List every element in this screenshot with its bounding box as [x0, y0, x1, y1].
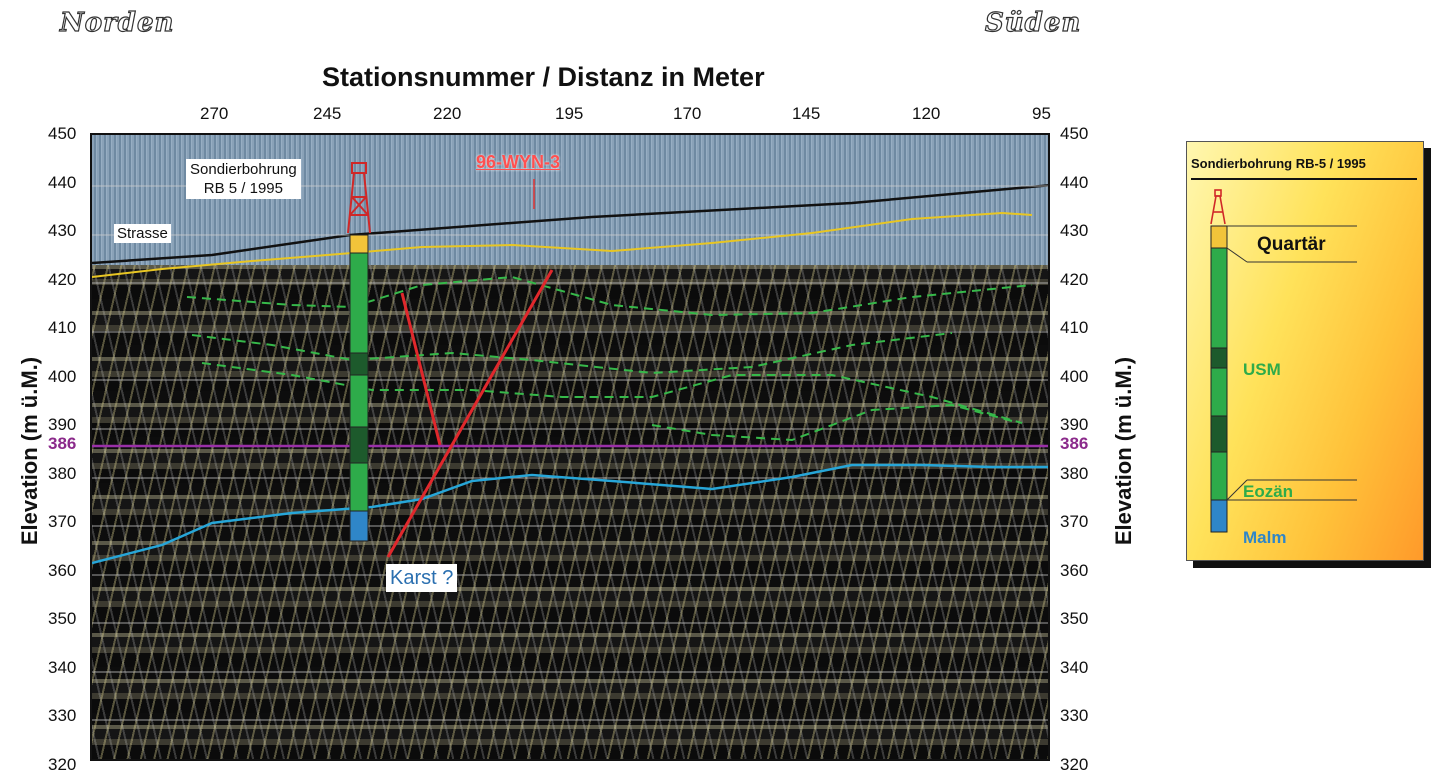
y-tick-right: 320 — [1060, 754, 1089, 774]
y-tick-left: 350 — [48, 609, 77, 628]
borehole-column — [349, 234, 369, 542]
borehole-legend: Sondierbohrung RB-5 / 1995 Quartär USM E… — [1186, 141, 1424, 561]
usm-horizons — [186, 275, 1033, 442]
y-axis-label-right: Elevation (m ü.M.) — [1111, 356, 1136, 546]
x-tick: 120 — [912, 104, 941, 123]
y-tick-386-left: 386 — [48, 434, 77, 454]
legend-unit-usm: USM — [1243, 360, 1281, 379]
y-tick-right: 360 — [1060, 560, 1089, 580]
y-tick-left: 410 — [48, 318, 77, 337]
legend-unit-quartaer: Quartär — [1257, 234, 1326, 255]
quaternary-base-horizon — [92, 211, 1033, 278]
legend-column — [1210, 189, 1357, 533]
y-tick-left: 370 — [48, 512, 77, 531]
y-tick-right: 370 — [1060, 512, 1089, 531]
y-tick-right: 380 — [1060, 463, 1089, 483]
borehole-label: Sondierbohrung RB 5 / 1995 — [186, 159, 301, 199]
legend-rig-icon — [1210, 189, 1226, 225]
y-tick-right: 440 — [1060, 172, 1089, 192]
karst-label: Karst ? — [386, 564, 458, 592]
direction-north-label: Norden — [59, 7, 175, 38]
seismic-line-label: 96-WYN-3 — [476, 152, 561, 172]
y-tick-right: 340 — [1060, 657, 1089, 677]
y-tick-right: 400 — [1060, 366, 1089, 386]
y-tick-right: 330 — [1060, 706, 1089, 725]
y-tick-right: 420 — [1060, 269, 1089, 289]
x-tick: 220 — [433, 104, 462, 123]
elevation-gridlines — [92, 185, 1048, 721]
y-tick-right: 410 — [1060, 318, 1089, 337]
y-tick-left: 420 — [48, 269, 77, 289]
drilling-rig-icon — [347, 162, 371, 234]
y-tick-left: 400 — [48, 366, 77, 386]
legend-title-rule — [1191, 178, 1417, 180]
y-tick-right: 450 — [1060, 124, 1089, 143]
x-tick: 170 — [673, 104, 702, 123]
legend-unit-malm: Malm — [1243, 528, 1287, 547]
fault-line-2 — [386, 269, 554, 558]
y-tick-left: 360 — [48, 560, 77, 580]
seismic-section — [90, 133, 1050, 761]
x-tick: 195 — [555, 104, 584, 123]
malm-top-reflector — [92, 463, 1048, 565]
x-tick: 270 — [200, 104, 229, 123]
y-tick-left: 450 — [48, 124, 77, 143]
y-tick-right: 430 — [1060, 221, 1089, 240]
y-tick-right: 350 — [1060, 609, 1089, 628]
direction-south-label: Süden — [984, 7, 1082, 38]
fault-line-1 — [400, 292, 442, 446]
x-tick: 245 — [313, 104, 342, 123]
y-tick-386-right: 386 — [1060, 434, 1089, 454]
y-tick-right: 390 — [1060, 415, 1089, 434]
y-tick-left: 430 — [48, 221, 77, 240]
y-tick-left: 440 — [48, 172, 77, 192]
road-label: Strasse — [114, 224, 171, 243]
x-tick: 95 — [1032, 104, 1051, 123]
y-tick-left: 330 — [48, 706, 77, 725]
y-tick-left: 340 — [48, 657, 77, 677]
ground-surface-line — [92, 184, 1048, 265]
y-axis-label-left: Elevation (m ü.M.) — [17, 356, 42, 546]
x-axis-title: Stationsnummer / Distanz in Meter — [322, 62, 765, 92]
y-tick-left: 390 — [48, 415, 77, 434]
x-tick: 145 — [792, 104, 821, 123]
section-overlay — [92, 162, 1048, 721]
y-tick-left: 320 — [48, 754, 77, 774]
legend-title: Sondierbohrung RB-5 / 1995 — [1191, 156, 1366, 171]
y-tick-left: 380 — [48, 463, 77, 483]
legend-unit-eozaen: Eozän — [1243, 482, 1294, 501]
